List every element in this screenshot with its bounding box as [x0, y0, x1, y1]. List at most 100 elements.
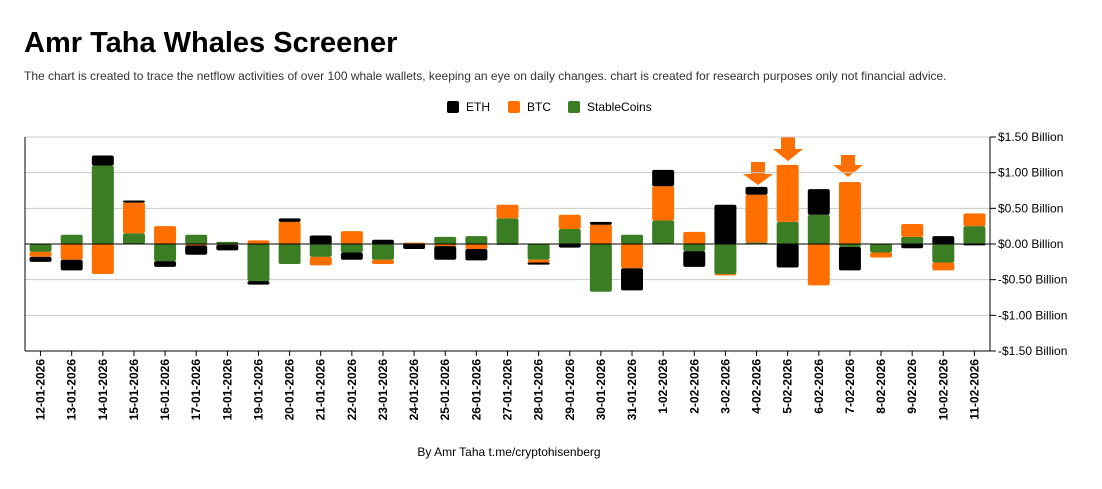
bar: [683, 251, 706, 267]
bar: [91, 165, 114, 244]
y-tick-label: -$1.50 Billion: [998, 344, 1067, 358]
bar: [278, 221, 301, 244]
bar: [371, 259, 394, 264]
bar: [652, 220, 675, 244]
y-tick-label: -$0.50 Billion: [998, 273, 1067, 287]
bar: [309, 256, 332, 266]
legend-label: BTC: [527, 100, 551, 114]
x-tick-label: 10-02-2026: [936, 359, 950, 421]
bar: [247, 244, 270, 282]
bar: [465, 244, 488, 249]
bar: [247, 240, 270, 244]
bar: [154, 244, 177, 262]
legend-label: ETH: [466, 100, 490, 114]
bar: [278, 218, 301, 222]
bar: [589, 244, 612, 292]
bar: [589, 221, 612, 225]
bar: [340, 231, 363, 244]
bar: [621, 244, 644, 269]
bar: [29, 256, 52, 262]
bar: [558, 214, 581, 230]
bar: [122, 233, 145, 244]
bar: [932, 236, 955, 244]
bar: [901, 236, 924, 244]
x-tick-label: 29-01-2026: [563, 359, 577, 421]
bar: [776, 244, 799, 268]
bar: [932, 262, 955, 271]
x-tick-label: 30-01-2026: [594, 359, 608, 421]
bar: [122, 200, 145, 203]
x-tick-label: 17-01-2026: [189, 359, 203, 421]
x-tick-label: 3-02-2026: [718, 359, 732, 414]
bar: [963, 213, 986, 227]
bar: [776, 164, 799, 222]
bar: [403, 244, 426, 249]
legend-swatch: [568, 101, 580, 113]
bar: [714, 273, 737, 276]
bar: [278, 244, 301, 264]
x-tick-label: 6-02-2026: [812, 359, 826, 414]
bar: [870, 252, 893, 258]
x-tick-label: 26-01-2026: [469, 359, 483, 421]
bar: [807, 244, 830, 286]
bar: [683, 244, 706, 252]
bar: [309, 244, 332, 257]
x-tick-label: 15-01-2026: [127, 359, 141, 421]
x-tick-label: 19-01-2026: [251, 359, 265, 421]
bar: [527, 259, 550, 263]
x-tick-label: 16-01-2026: [158, 359, 172, 421]
bar: [185, 234, 208, 244]
bar: [745, 186, 768, 195]
bar: [932, 244, 955, 263]
x-tick-label: 9-02-2026: [905, 359, 919, 414]
x-tick-label: 2-02-2026: [687, 359, 701, 414]
bar: [434, 244, 457, 247]
bar: [340, 252, 363, 260]
bar: [963, 226, 986, 244]
bar: [465, 248, 488, 261]
x-tick-label: 1-02-2026: [656, 359, 670, 414]
x-tick-label: 23-01-2026: [376, 359, 390, 421]
bar: [838, 246, 861, 271]
bar: [652, 186, 675, 221]
arrows: [743, 137, 863, 185]
chart-title: Amr Taha Whales Screener: [24, 27, 397, 59]
bar: [838, 181, 861, 244]
footer: By Amr Taha t.me/cryptohisenberg: [417, 445, 600, 459]
bar: [371, 239, 394, 244]
x-tick-label: 12-01-2026: [34, 359, 48, 421]
x-tick-label: 25-01-2026: [438, 359, 452, 421]
bar: [216, 241, 239, 244]
y-tick-label: $1.50 Billion: [998, 130, 1063, 144]
x-tick-label: 22-01-2026: [345, 359, 359, 421]
bar: [589, 224, 612, 244]
y-tick-label: $0.00 Billion: [998, 237, 1063, 251]
bar: [745, 194, 768, 243]
bar: [683, 231, 706, 244]
bar: [29, 251, 52, 257]
legend-swatch: [447, 101, 459, 113]
bar: [60, 234, 83, 244]
bar: [465, 236, 488, 244]
bar: [621, 268, 644, 291]
bar: [558, 229, 581, 244]
bar: [309, 235, 332, 244]
arrow: [743, 162, 773, 185]
legend-swatch: [508, 101, 520, 113]
x-tick-label: 14-01-2026: [96, 359, 110, 421]
bar: [527, 262, 550, 265]
bar: [870, 244, 893, 253]
bar: [247, 281, 270, 285]
bar: [621, 234, 644, 244]
x-tick-label: 8-02-2026: [874, 359, 888, 414]
arrow: [833, 155, 863, 177]
bar: [340, 244, 363, 253]
chart-subtitle: The chart is created to trace the netflo…: [24, 69, 947, 83]
bar: [652, 169, 675, 187]
bar: [807, 189, 830, 215]
y-tick-label: $1.00 Billion: [998, 166, 1063, 180]
bar: [434, 246, 457, 260]
bar: [558, 244, 581, 248]
x-tick-label: 31-01-2026: [625, 359, 639, 421]
